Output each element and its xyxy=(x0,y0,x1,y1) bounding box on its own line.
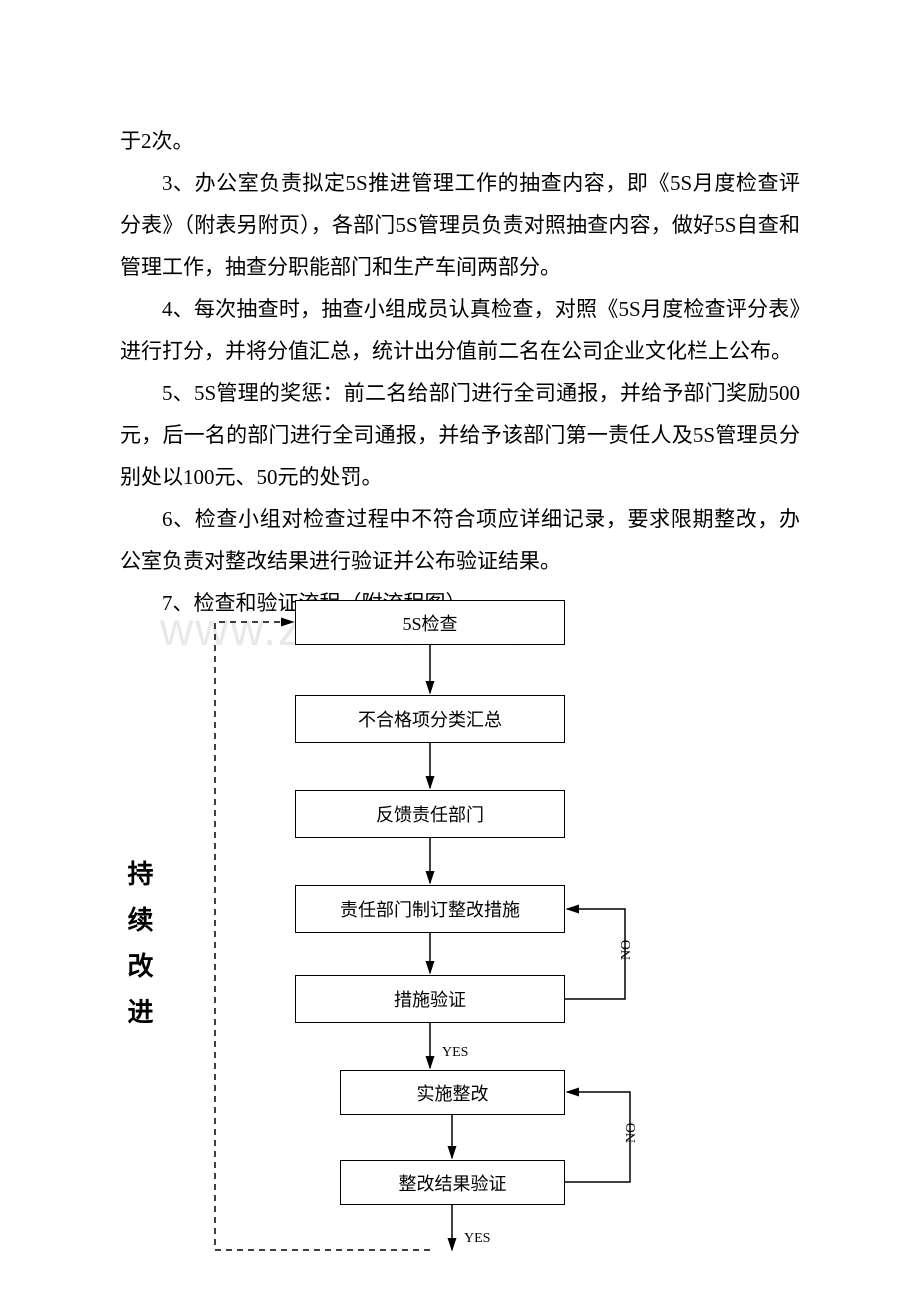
edge-label-no-1: NO xyxy=(619,940,634,960)
flow-node-classify: 不合格项分类汇总 xyxy=(295,695,565,743)
paragraph-2: 4、每次抽查时，抽查小组成员认真检查，对照《5S月度检查评分表》进行打分，并将分… xyxy=(120,288,800,372)
edge-no-loop-1 xyxy=(565,909,625,999)
flow-node-plan: 责任部门制订整改措施 xyxy=(295,885,565,933)
flow-node-check: 5S检查 xyxy=(295,600,565,645)
paragraph-1: 3、办公室负责拟定5S推进管理工作的抽查内容，即《5S月度检查评分表》（附表另附… xyxy=(120,162,800,288)
paragraph-0: 于2次。 xyxy=(120,120,800,162)
paragraph-3: 5、5S管理的奖惩：前二名给部门进行全司通报，并给予部门奖励500元，后一名的部… xyxy=(120,372,800,498)
flow-node-feedback: 反馈责任部门 xyxy=(295,790,565,838)
edge-label-yes-1: YES xyxy=(442,1045,468,1060)
document-body: 于2次。 3、办公室负责拟定5S推进管理工作的抽查内容，即《5S月度检查评分表》… xyxy=(120,120,800,624)
flowchart-container: 持续改进 NO NO YES YES 5S检查 不合格项分类汇总 反馈责任部门 … xyxy=(120,590,800,1290)
flow-node-verify-result: 整改结果验证 xyxy=(340,1160,565,1205)
edge-label-yes-2: YES xyxy=(464,1231,490,1246)
edge-no-loop-2 xyxy=(565,1092,630,1182)
flow-node-implement: 实施整改 xyxy=(340,1070,565,1115)
edge-label-no-2: NO xyxy=(624,1123,639,1143)
paragraph-4: 6、检查小组对检查过程中不符合项应详细记录，要求限期整改，办公室负责对整改结果进… xyxy=(120,498,800,582)
flow-node-verify-plan: 措施验证 xyxy=(295,975,565,1023)
